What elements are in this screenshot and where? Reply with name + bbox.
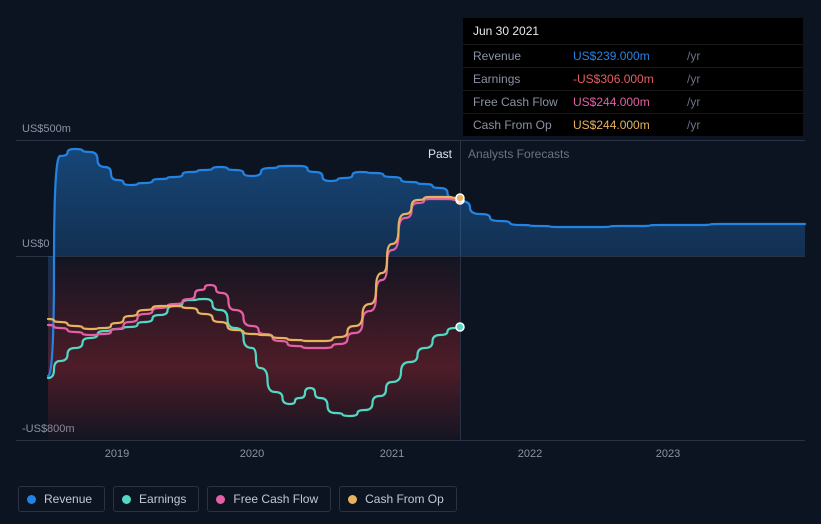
tooltip-label: Free Cash Flow [473,95,573,109]
legend-item-revenue[interactable]: Revenue [18,486,105,512]
tooltip-row-fcf: Free Cash Flow US$244.000m /yr [463,91,803,114]
legend-label: Earnings [139,492,186,506]
legend-label: Free Cash Flow [233,492,318,506]
tooltip-value: US$239.000m [573,49,683,63]
legend-item-fcf[interactable]: Free Cash Flow [207,486,331,512]
tooltip-row-revenue: Revenue US$239.000m /yr [463,45,803,68]
tooltip-row-earnings: Earnings -US$306.000m /yr [463,68,803,91]
financials-chart: US$500m US$0 -US$800m 2019 2020 2021 202… [0,0,821,524]
legend-label: Cash From Op [365,492,444,506]
tooltip-date: Jun 30 2021 [463,18,803,45]
tooltip-unit: /yr [687,49,700,63]
legend-dot [216,495,225,504]
legend-item-earnings[interactable]: Earnings [113,486,199,512]
tooltip-unit: /yr [687,95,700,109]
legend-item-cfo[interactable]: Cash From Op [339,486,457,512]
tooltip-label: Cash From Op [473,118,573,132]
legend-dot [348,495,357,504]
tooltip-value: US$244.000m [573,95,683,109]
legend: Revenue Earnings Free Cash Flow Cash Fro… [18,486,457,512]
tooltip-row-cfo: Cash From Op US$244.000m /yr [463,114,803,136]
chart-tooltip: Jun 30 2021 Revenue US$239.000m /yr Earn… [463,18,803,136]
legend-dot [27,495,36,504]
tooltip-unit: /yr [687,118,700,132]
tooltip-label: Revenue [473,49,573,63]
tooltip-unit: /yr [687,72,700,86]
series-marker-cfo [456,194,464,202]
tooltip-label: Earnings [473,72,573,86]
tooltip-value: -US$306.000m [573,72,683,86]
legend-dot [122,495,131,504]
legend-label: Revenue [44,492,92,506]
series-marker-earnings [456,323,464,331]
tooltip-value: US$244.000m [573,118,683,132]
